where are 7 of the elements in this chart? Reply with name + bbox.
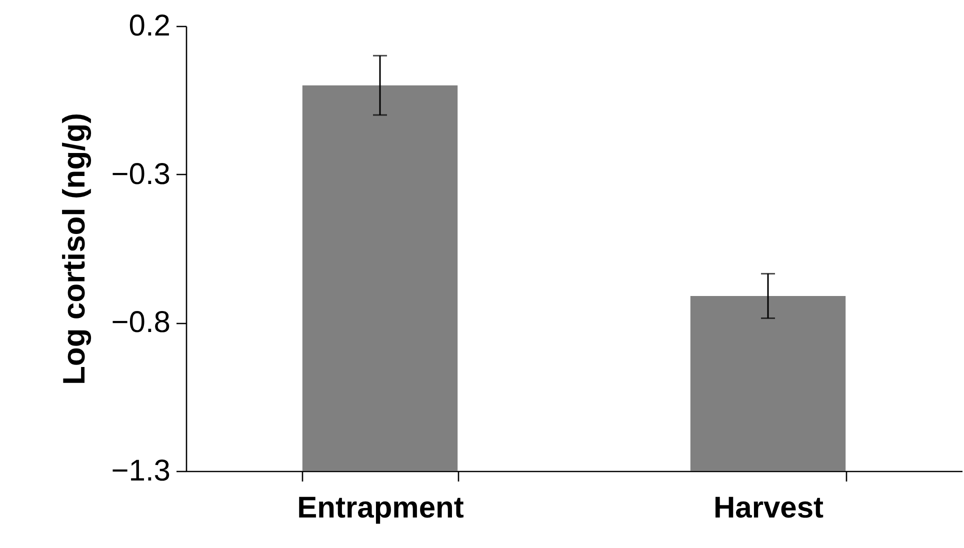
y-tick-label: 0.2 [128, 10, 170, 42]
y-tick-label: −1.3 [111, 454, 170, 488]
y-tick-label: −0.3 [111, 158, 170, 191]
y-axis-title: Log cortisol (ng/g) [56, 112, 92, 386]
x-tick-label: Harvest [713, 492, 824, 524]
y-tick-label: −0.8 [111, 306, 170, 340]
x-tick-label: Entrapment [297, 492, 464, 524]
